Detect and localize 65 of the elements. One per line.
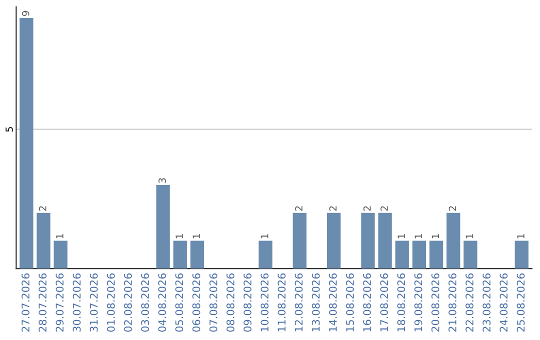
x-tick-label: 16.08.2026 xyxy=(363,273,371,332)
data-label: 2 xyxy=(380,206,388,211)
x-tick-label: 11.08.2026 xyxy=(278,273,286,332)
bar xyxy=(395,240,409,269)
bar xyxy=(378,212,392,269)
x-tick-label: 27.07.2026 xyxy=(22,273,30,332)
bar xyxy=(54,240,68,269)
x-tick-label: 25.08.2026 xyxy=(516,273,525,332)
bar xyxy=(36,212,50,269)
data-label: 1 xyxy=(176,234,183,238)
data-label: 1 xyxy=(414,234,422,238)
x-tick-label: 05.08.2026 xyxy=(175,273,184,332)
y-tick-label: 5 xyxy=(6,127,13,132)
bar xyxy=(429,240,444,269)
x-tick-label: 07.08.2026 xyxy=(209,273,218,332)
data-label: 1 xyxy=(192,234,200,238)
bar xyxy=(446,212,460,269)
bar xyxy=(514,240,528,269)
x-tick-label: 19.08.2026 xyxy=(414,273,422,332)
data-label: 1 xyxy=(432,234,439,238)
x-tick-label: 09.08.2026 xyxy=(244,273,252,332)
x-tick-label: 20.08.2026 xyxy=(431,273,440,332)
x-tick-label: 17.08.2026 xyxy=(380,273,388,332)
x-tick-label: 12.08.2026 xyxy=(294,273,303,332)
x-tick-label: 01.08.2026 xyxy=(106,273,115,332)
bar xyxy=(258,240,272,269)
x-tick-label: 22.08.2026 xyxy=(466,273,474,332)
bar xyxy=(292,212,306,269)
bar xyxy=(173,240,187,269)
data-label: 3 xyxy=(158,178,166,183)
data-label: 2 xyxy=(295,206,302,211)
bar xyxy=(412,240,426,269)
data-label: 1 xyxy=(398,234,405,238)
x-tick-label: 15.08.2026 xyxy=(346,273,354,332)
data-label: 1 xyxy=(56,234,64,238)
bar xyxy=(156,185,170,269)
x-tick-label: 31.07.2026 xyxy=(90,273,98,332)
bar xyxy=(361,212,375,269)
x-tick-label: 18.08.2026 xyxy=(397,273,406,332)
x-tick-label: 02.08.2026 xyxy=(124,273,132,332)
x-tick-label: 24.08.2026 xyxy=(500,273,508,332)
x-tick-label: 03.08.2026 xyxy=(141,273,149,332)
x-tick-label: 04.08.2026 xyxy=(158,273,166,332)
x-tick-label: 06.08.2026 xyxy=(192,273,200,332)
data-label: 2 xyxy=(448,206,456,211)
x-tick-label: 28.07.2026 xyxy=(38,273,47,332)
bar xyxy=(20,18,34,269)
data-label: 9 xyxy=(22,11,30,16)
data-label: 2 xyxy=(38,206,46,211)
data-label: 2 xyxy=(363,206,371,211)
x-tick-label: 30.07.2026 xyxy=(72,273,81,332)
data-label: 2 xyxy=(329,206,336,211)
bar xyxy=(326,212,341,269)
x-tick-label: 10.08.2026 xyxy=(260,273,269,332)
data-label: 1 xyxy=(466,234,474,238)
bar xyxy=(190,240,204,269)
data-label: 1 xyxy=(517,234,524,238)
x-tick-label: 21.08.2026 xyxy=(448,273,456,332)
x-tick-label: 14.08.2026 xyxy=(328,273,337,332)
x-tick-label: 08.08.2026 xyxy=(226,273,234,332)
data-label: 1 xyxy=(261,234,268,238)
x-tick-label: 29.07.2026 xyxy=(56,273,64,332)
x-tick-label: 13.08.2026 xyxy=(312,273,320,332)
bar xyxy=(464,240,478,269)
x-tick-label: 23.08.2026 xyxy=(482,273,491,332)
